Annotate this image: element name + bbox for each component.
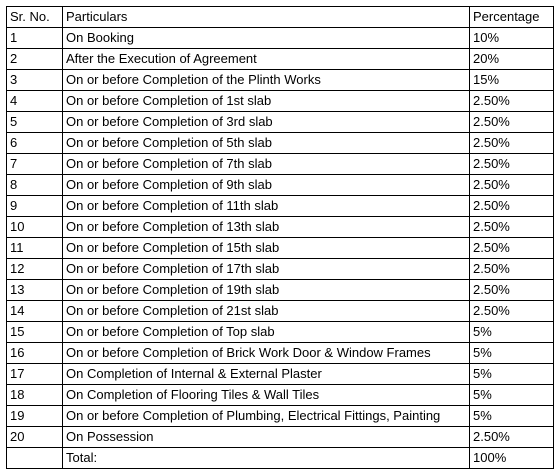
cell-sr-no: 16 <box>6 342 63 364</box>
cell-percentage: 2.50% <box>469 216 554 238</box>
cell-sr-no: 4 <box>6 90 63 112</box>
cell-particulars: On or before Completion of 11th slab <box>62 195 470 217</box>
table-row: 6 On or before Completion of 5th slab 2.… <box>6 132 554 154</box>
cell-sr-no: 11 <box>6 237 63 259</box>
cell-percentage: 2.50% <box>469 279 554 301</box>
table-row: 1 On Booking 10% <box>6 27 554 49</box>
cell-particulars: On or before Completion of 1st slab <box>62 90 470 112</box>
cell-percentage: 2.50% <box>469 90 554 112</box>
cell-percentage: 2.50% <box>469 153 554 175</box>
total-percentage: 100% <box>469 447 554 469</box>
cell-percentage: 2.50% <box>469 300 554 322</box>
cell-particulars: On Completion of Internal & External Pla… <box>62 363 470 385</box>
cell-percentage: 2.50% <box>469 174 554 196</box>
cell-sr-no: 12 <box>6 258 63 280</box>
cell-percentage: 5% <box>469 405 554 427</box>
cell-percentage: 5% <box>469 342 554 364</box>
cell-percentage: 5% <box>469 384 554 406</box>
cell-percentage: 2.50% <box>469 237 554 259</box>
cell-sr-no: 15 <box>6 321 63 343</box>
total-sr-no-cell <box>6 447 63 469</box>
table-row: 10 On or before Completion of 13th slab … <box>6 216 554 238</box>
cell-sr-no: 14 <box>6 300 63 322</box>
table-row: 7 On or before Completion of 7th slab 2.… <box>6 153 554 175</box>
table-row: 11 On or before Completion of 15th slab … <box>6 237 554 259</box>
cell-sr-no: 18 <box>6 384 63 406</box>
table-row: 3 On or before Completion of the Plinth … <box>6 69 554 91</box>
cell-particulars: On Possession <box>62 426 470 448</box>
cell-particulars: On or before Completion of 7th slab <box>62 153 470 175</box>
cell-percentage: 10% <box>469 27 554 49</box>
cell-sr-no: 13 <box>6 279 63 301</box>
cell-percentage: 15% <box>469 69 554 91</box>
cell-percentage: 2.50% <box>469 258 554 280</box>
table-row: 12 On or before Completion of 17th slab … <box>6 258 554 280</box>
header-percentage: Percentage <box>469 6 554 28</box>
cell-particulars: On or before Completion of 13th slab <box>62 216 470 238</box>
cell-percentage: 2.50% <box>469 111 554 133</box>
table-row: 19 On or before Completion of Plumbing, … <box>6 405 554 427</box>
cell-percentage: 20% <box>469 48 554 70</box>
cell-sr-no: 7 <box>6 153 63 175</box>
payment-schedule-table: Sr. No. Particulars Percentage 1 On Book… <box>6 6 554 469</box>
cell-sr-no: 8 <box>6 174 63 196</box>
table-row: 4 On or before Completion of 1st slab 2.… <box>6 90 554 112</box>
cell-sr-no: 2 <box>6 48 63 70</box>
total-row: Total: 100% <box>6 447 554 469</box>
cell-sr-no: 10 <box>6 216 63 238</box>
header-particulars: Particulars <box>62 6 470 28</box>
table-row: 15 On or before Completion of Top slab 5… <box>6 321 554 343</box>
cell-sr-no: 17 <box>6 363 63 385</box>
header-row: Sr. No. Particulars Percentage <box>6 6 554 28</box>
cell-particulars: On or before Completion of 5th slab <box>62 132 470 154</box>
cell-sr-no: 9 <box>6 195 63 217</box>
cell-percentage: 5% <box>469 321 554 343</box>
cell-particulars: On or before Completion of Plumbing, Ele… <box>62 405 470 427</box>
cell-percentage: 5% <box>469 363 554 385</box>
table-row: 8 On or before Completion of 9th slab 2.… <box>6 174 554 196</box>
cell-particulars: On Completion of Flooring Tiles & Wall T… <box>62 384 470 406</box>
total-label: Total: <box>62 447 470 469</box>
cell-particulars: On or before Completion of 3rd slab <box>62 111 470 133</box>
cell-particulars: On or before Completion of 21st slab <box>62 300 470 322</box>
table-row: 14 On or before Completion of 21st slab … <box>6 300 554 322</box>
cell-particulars: On or before Completion of Top slab <box>62 321 470 343</box>
table-row: 5 On or before Completion of 3rd slab 2.… <box>6 111 554 133</box>
cell-particulars: On or before Completion of the Plinth Wo… <box>62 69 470 91</box>
cell-particulars: On or before Completion of 19th slab <box>62 279 470 301</box>
table-row: 20 On Possession 2.50% <box>6 426 554 448</box>
cell-sr-no: 6 <box>6 132 63 154</box>
table-row: 18 On Completion of Flooring Tiles & Wal… <box>6 384 554 406</box>
cell-particulars: On Booking <box>62 27 470 49</box>
table-row: 13 On or before Completion of 19th slab … <box>6 279 554 301</box>
table-row: 17 On Completion of Internal & External … <box>6 363 554 385</box>
cell-sr-no: 1 <box>6 27 63 49</box>
table-row: 16 On or before Completion of Brick Work… <box>6 342 554 364</box>
cell-sr-no: 19 <box>6 405 63 427</box>
cell-particulars: On or before Completion of 17th slab <box>62 258 470 280</box>
table-row: 2 After the Execution of Agreement 20% <box>6 48 554 70</box>
cell-percentage: 2.50% <box>469 195 554 217</box>
cell-sr-no: 20 <box>6 426 63 448</box>
cell-sr-no: 3 <box>6 69 63 91</box>
cell-particulars: On or before Completion of 9th slab <box>62 174 470 196</box>
table-row: 9 On or before Completion of 11th slab 2… <box>6 195 554 217</box>
cell-particulars: After the Execution of Agreement <box>62 48 470 70</box>
cell-percentage: 2.50% <box>469 132 554 154</box>
cell-percentage: 2.50% <box>469 426 554 448</box>
cell-sr-no: 5 <box>6 111 63 133</box>
header-sr-no: Sr. No. <box>6 6 63 28</box>
cell-particulars: On or before Completion of Brick Work Do… <box>62 342 470 364</box>
cell-particulars: On or before Completion of 15th slab <box>62 237 470 259</box>
